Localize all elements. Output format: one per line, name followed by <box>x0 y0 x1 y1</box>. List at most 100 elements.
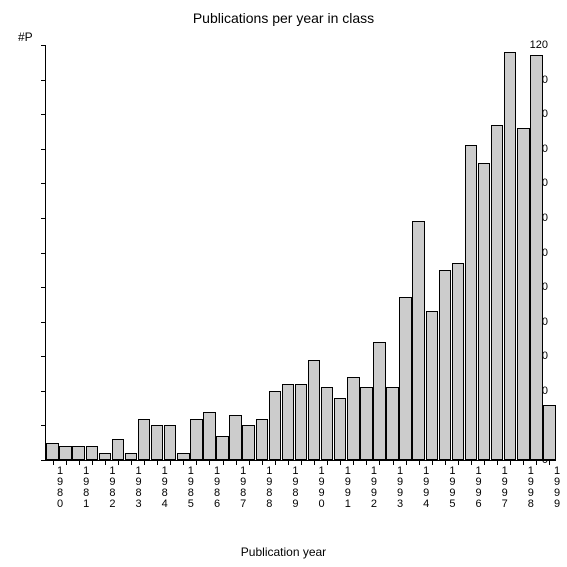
x-axis-label: Publication year <box>0 545 567 559</box>
bar <box>242 425 254 460</box>
x-tick: 2 0 0 8 <box>419 460 420 465</box>
x-tick: 2 0 0 7 <box>406 460 407 465</box>
x-tick: 1 9 9 2 <box>209 460 210 465</box>
bar <box>86 446 98 460</box>
x-tick-label: 1 9 8 5 <box>186 466 196 510</box>
x-tick: 2 0 0 1 <box>327 460 328 465</box>
y-tick <box>41 80 46 81</box>
x-tick: 1 9 8 3 <box>92 460 93 465</box>
y-tick-label: 120 <box>530 39 548 51</box>
bar <box>46 443 58 460</box>
x-tick: 1 9 8 6 <box>131 460 132 465</box>
y-tick <box>41 287 46 288</box>
y-tick <box>41 425 46 426</box>
x-tick-label: 1 9 9 0 <box>317 466 327 510</box>
chart-title: Publications per year in class <box>0 10 567 26</box>
bar <box>452 263 464 460</box>
x-tick: 2 0 1 0 <box>445 460 446 465</box>
bar <box>412 221 424 460</box>
bar <box>491 125 503 460</box>
bar <box>530 55 542 460</box>
bar <box>334 398 346 460</box>
bar <box>177 453 189 460</box>
x-tick-label: 1 9 9 7 <box>500 466 510 510</box>
bar <box>321 387 333 460</box>
x-tick-label: 1 9 9 1 <box>343 466 353 510</box>
x-tick: 2 0 0 9 <box>432 460 433 465</box>
y-tick <box>41 460 46 461</box>
y-tick <box>41 391 46 392</box>
x-tick: 2 0 1 1 <box>458 460 459 465</box>
y-tick <box>41 356 46 357</box>
x-tick: 2 0 0 6 <box>393 460 394 465</box>
x-tick-label: 1 9 9 5 <box>447 466 457 510</box>
y-tick <box>41 149 46 150</box>
x-tick: 1 9 8 1 <box>66 460 67 465</box>
x-tick: 1 9 8 0 <box>53 460 54 465</box>
x-tick-label: 1 9 8 3 <box>134 466 144 510</box>
x-tick: 2 0 1 4 <box>497 460 498 465</box>
bar <box>203 412 215 460</box>
bar <box>151 425 163 460</box>
chart-container: Publications per year in class #P 010203… <box>0 0 567 567</box>
x-tick-label: 1 9 8 6 <box>212 466 222 510</box>
x-tick-label: 1 9 9 2 <box>369 466 379 510</box>
x-tick: 2 0 0 2 <box>340 460 341 465</box>
x-tick-label: 1 9 8 7 <box>238 466 248 510</box>
x-tick: 2 0 1 2 <box>471 460 472 465</box>
bar <box>269 391 281 460</box>
x-tick: 1 9 9 5 <box>249 460 250 465</box>
x-tick: 1 9 8 9 <box>170 460 171 465</box>
x-tick: 1 9 8 2 <box>79 460 80 465</box>
bar <box>465 145 477 460</box>
bar <box>112 439 124 460</box>
x-tick-label: 1 9 8 9 <box>290 466 300 510</box>
bar <box>125 453 137 460</box>
plot-area: 01020304050607080901001101201 9 8 01 9 8… <box>45 45 556 461</box>
x-tick: 1 9 9 3 <box>223 460 224 465</box>
x-tick-label: 1 9 9 6 <box>474 466 484 510</box>
bar <box>164 425 176 460</box>
y-tick <box>41 253 46 254</box>
bar <box>360 387 372 460</box>
x-tick: 2 0 1 5 <box>510 460 511 465</box>
x-tick: 2 0 1 7 <box>536 460 537 465</box>
bar <box>256 419 268 461</box>
bar <box>347 377 359 460</box>
x-tick-label: 1 9 8 0 <box>55 466 65 510</box>
x-tick: 1 9 8 8 <box>157 460 158 465</box>
x-tick-label: 1 9 8 2 <box>107 466 117 510</box>
x-tick <box>549 460 550 465</box>
x-tick-label: 1 9 8 4 <box>160 466 170 510</box>
y-tick <box>41 45 46 46</box>
x-tick: 1 9 8 5 <box>118 460 119 465</box>
x-tick-label: 1 9 9 8 <box>526 466 536 510</box>
bar <box>504 52 516 460</box>
bar <box>295 384 307 460</box>
bar <box>72 446 84 460</box>
bar <box>439 270 451 460</box>
y-tick <box>41 218 46 219</box>
bar <box>399 297 411 460</box>
bar <box>59 446 71 460</box>
bar <box>282 384 294 460</box>
x-tick-label: 1 9 8 1 <box>81 466 91 510</box>
y-tick <box>41 114 46 115</box>
x-tick-label: 1 9 9 4 <box>421 466 431 510</box>
bar <box>543 405 555 460</box>
x-tick: 1 9 8 7 <box>144 460 145 465</box>
x-tick: 2 0 0 5 <box>379 460 380 465</box>
bar <box>138 419 150 461</box>
x-tick: 1 9 9 4 <box>236 460 237 465</box>
bar <box>190 419 202 461</box>
x-tick: 1 9 9 6 <box>262 460 263 465</box>
x-tick: 2 0 0 0 <box>314 460 315 465</box>
x-tick: 1 9 9 1 <box>196 460 197 465</box>
x-tick: 1 9 9 8 <box>288 460 289 465</box>
x-tick-label: 1 9 8 8 <box>264 466 274 510</box>
bar <box>308 360 320 460</box>
y-axis-label: #P <box>18 30 33 44</box>
y-tick <box>41 322 46 323</box>
x-tick: 2 0 1 6 <box>523 460 524 465</box>
bar <box>229 415 241 460</box>
